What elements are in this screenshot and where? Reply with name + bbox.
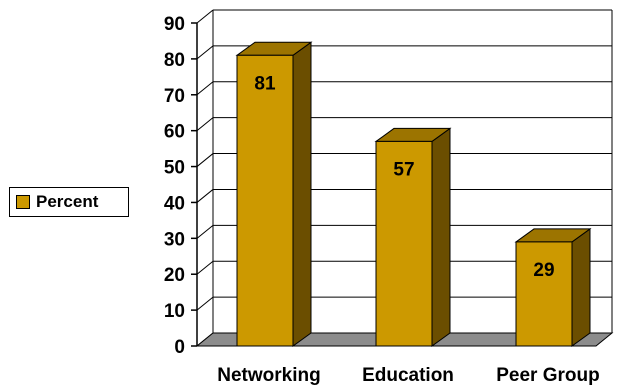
y-tick-label: 10 bbox=[164, 301, 185, 322]
side-gridline bbox=[196, 45, 214, 60]
bar bbox=[235, 41, 313, 347]
bars bbox=[235, 41, 592, 347]
y-tick-label: 50 bbox=[164, 158, 185, 179]
y-tick-label: 40 bbox=[164, 193, 185, 214]
x-category-label: Education bbox=[362, 365, 454, 385]
data-label: 57 bbox=[393, 159, 414, 180]
x-category-label: Networking bbox=[217, 365, 320, 385]
side-gridline bbox=[196, 189, 214, 203]
bar-front bbox=[515, 241, 573, 347]
legend-swatch bbox=[16, 195, 30, 209]
y-tick-label: 70 bbox=[164, 86, 185, 107]
side-gridline bbox=[196, 296, 214, 311]
legend: Percent bbox=[9, 187, 129, 217]
data-label: 29 bbox=[533, 260, 554, 281]
y-tick-label: 30 bbox=[164, 229, 185, 250]
side-gridline bbox=[196, 117, 214, 132]
side-gridline bbox=[196, 81, 214, 96]
y-axis: 0 10 20 30 40 50 60 70 80 90 bbox=[164, 14, 198, 358]
bar-side bbox=[571, 227, 591, 347]
data-label: 81 bbox=[254, 73, 276, 94]
y-tick-label: 90 bbox=[164, 14, 185, 35]
y-tick-label: 60 bbox=[164, 122, 185, 143]
x-category-label: Peer Group bbox=[496, 365, 599, 385]
legend-label: Percent bbox=[36, 192, 99, 211]
side-gridline bbox=[196, 9, 214, 24]
y-tick-label: 0 bbox=[174, 337, 185, 358]
y-tick-label: 20 bbox=[164, 265, 185, 286]
side-gridline bbox=[196, 224, 214, 239]
side-gridline bbox=[196, 153, 214, 167]
bar-front bbox=[375, 140, 433, 347]
bar-side bbox=[431, 127, 451, 347]
bar-side bbox=[292, 41, 312, 347]
labels: 81 Networking 57 Education 29 Peer Group bbox=[217, 73, 599, 385]
bar-front bbox=[236, 54, 294, 347]
side-gridline bbox=[196, 260, 214, 275]
y-tick-label: 80 bbox=[164, 50, 185, 71]
bar bbox=[514, 227, 592, 347]
bar bbox=[374, 127, 452, 347]
